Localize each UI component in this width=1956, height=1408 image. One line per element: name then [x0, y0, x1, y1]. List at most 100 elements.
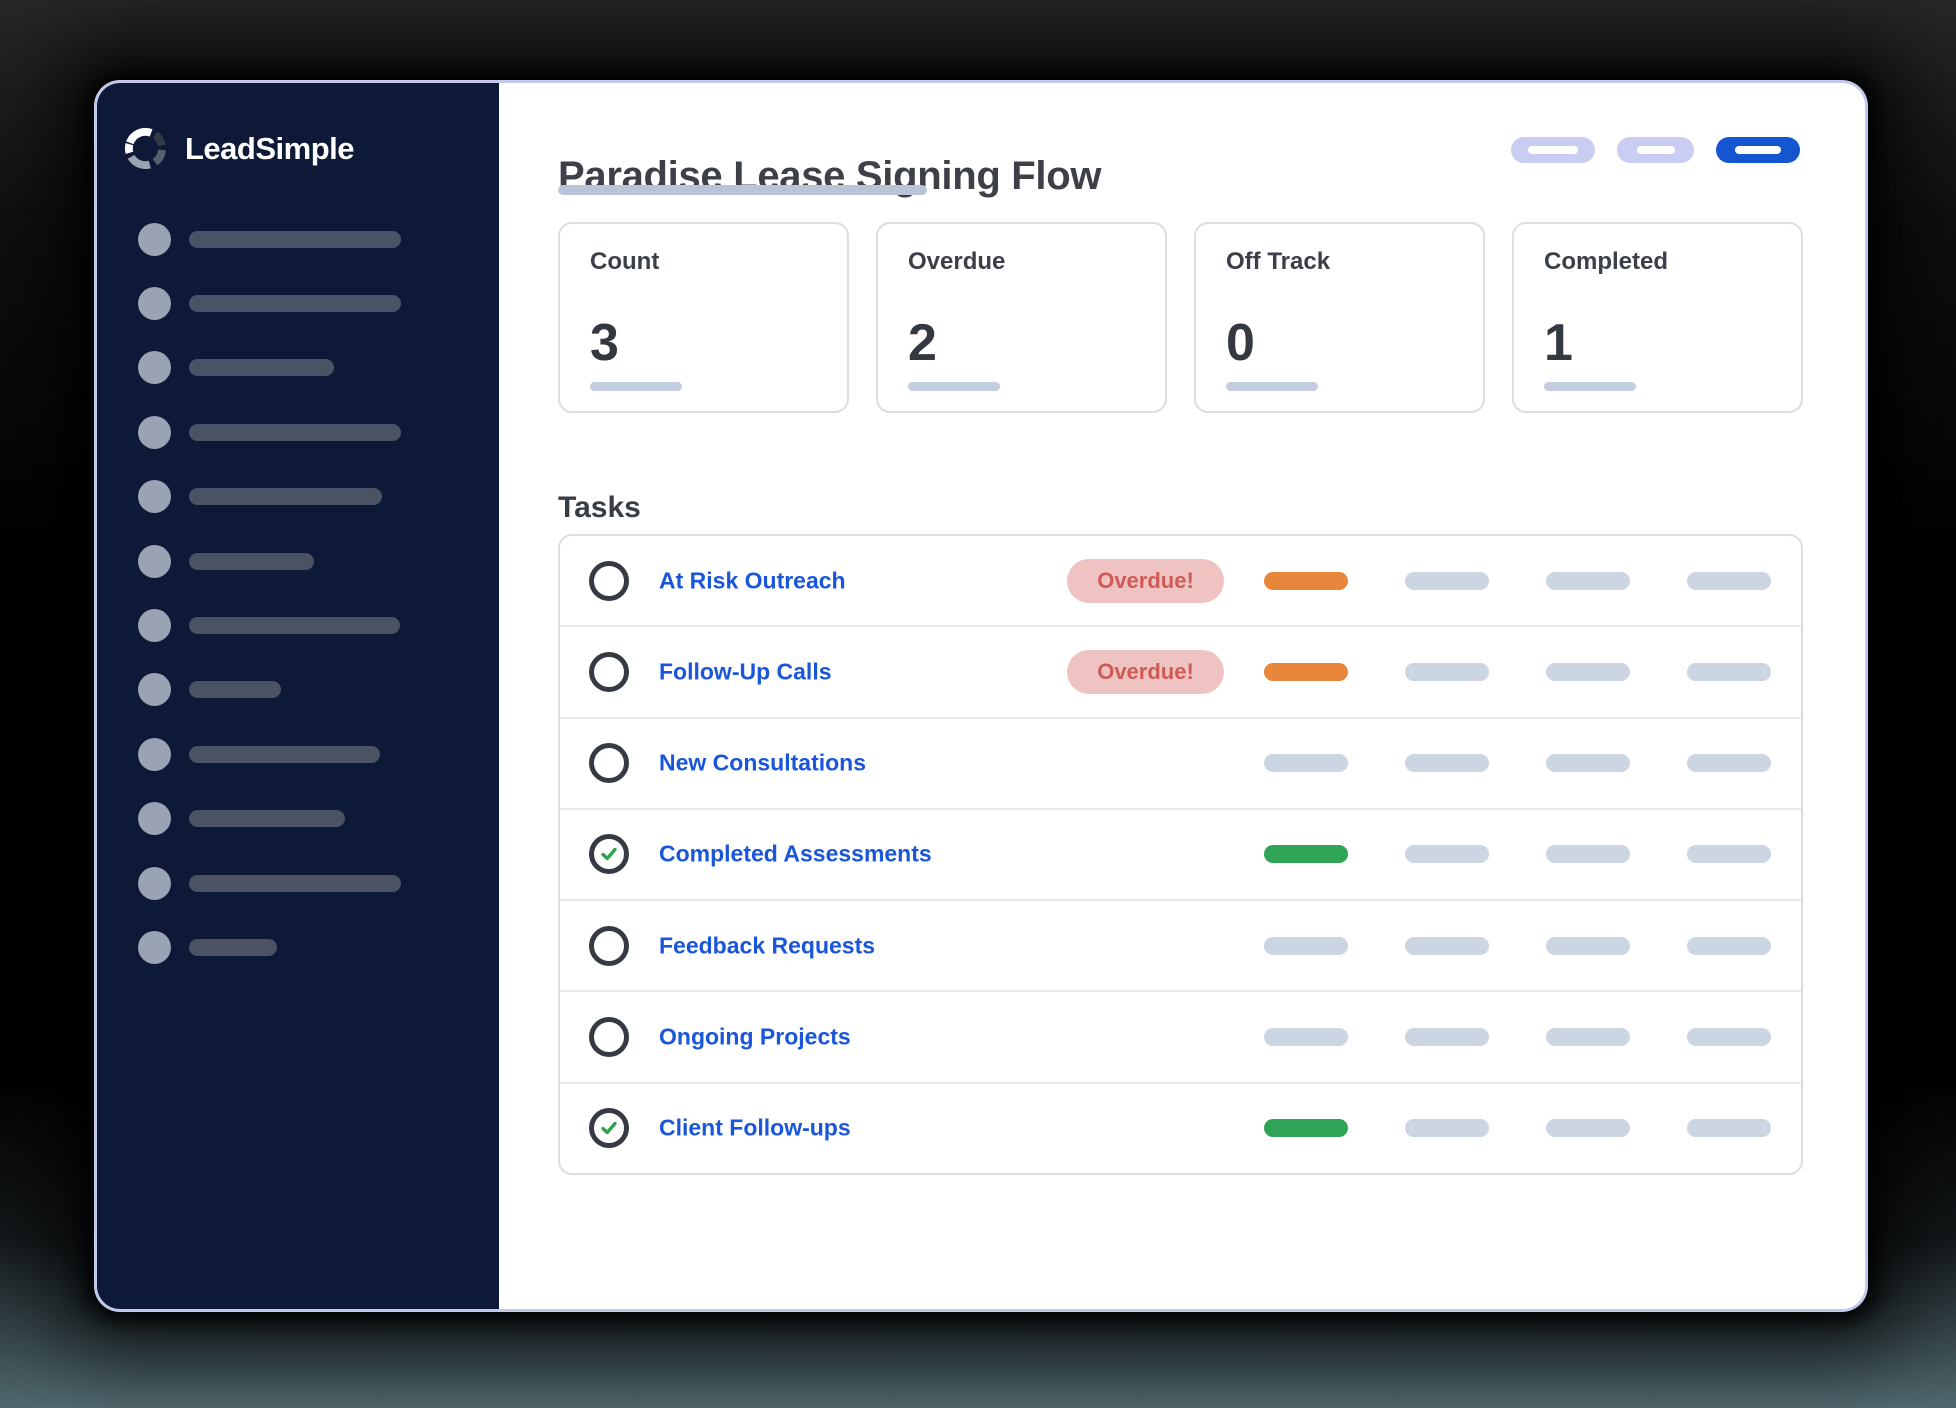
- sidebar-item[interactable]: [97, 207, 499, 271]
- stat-label: Count: [590, 248, 660, 275]
- stat-label: Overdue: [908, 248, 1006, 275]
- placeholder-bar: [1687, 754, 1771, 773]
- stat-placeholder-bar: [1544, 382, 1636, 391]
- sidebar-item[interactable]: [97, 593, 499, 657]
- sidebar-item-icon-placeholder: [138, 930, 171, 964]
- stat-value: 3: [590, 314, 619, 372]
- overdue-badge: Overdue!: [1067, 649, 1224, 694]
- button-label-placeholder: [1735, 146, 1781, 154]
- placeholder-bar: [1405, 1028, 1489, 1047]
- placeholder-bar: [1546, 662, 1630, 681]
- placeholder-bar: [1687, 1028, 1771, 1047]
- sidebar-item[interactable]: [97, 915, 499, 979]
- task-row: Completed Assessments: [560, 807, 1801, 899]
- sidebar-item[interactable]: [97, 465, 499, 529]
- sidebar-item-icon-placeholder: [138, 802, 171, 836]
- task-checkbox[interactable]: [589, 834, 629, 875]
- placeholder-bar: [1264, 754, 1348, 773]
- placeholder-bar: [1264, 571, 1348, 590]
- sidebar-item-icon-placeholder: [138, 351, 171, 385]
- sidebar-item[interactable]: [97, 658, 499, 722]
- placeholder-bar: [1264, 662, 1348, 681]
- stat-card-completed: Completed 1: [1512, 222, 1803, 413]
- sidebar-item-icon-placeholder: [138, 609, 171, 643]
- placeholder-bar: [1546, 571, 1630, 590]
- placeholder-bar: [1687, 936, 1771, 955]
- button-label-placeholder: [1528, 146, 1578, 154]
- task-checkbox[interactable]: [589, 560, 629, 601]
- task-row: Follow-Up Calls Overdue!: [560, 625, 1801, 716]
- brand-name: LeadSimple: [185, 130, 355, 166]
- placeholder-bar: [1687, 571, 1771, 590]
- sidebar-item-label-placeholder: [189, 359, 334, 377]
- sidebar-item[interactable]: [97, 787, 499, 851]
- sidebar-item-label-placeholder: [189, 745, 380, 763]
- task-link[interactable]: New Consultations: [659, 749, 867, 776]
- task-link[interactable]: Completed Assessments: [659, 840, 932, 867]
- stat-value: 0: [1226, 314, 1255, 372]
- stat-placeholder-bar: [1226, 382, 1318, 391]
- placeholder-bar: [1546, 1119, 1630, 1138]
- stat-card-count: Count 3: [558, 222, 849, 413]
- sidebar-item-label-placeholder: [189, 938, 277, 956]
- task-checkbox[interactable]: [589, 925, 629, 966]
- placeholder-bar: [1546, 754, 1630, 773]
- tasks-heading: Tasks: [558, 490, 641, 524]
- sidebar-item[interactable]: [97, 851, 499, 915]
- sidebar-item-label-placeholder: [189, 230, 401, 248]
- app-window: LeadSimple Paradise Lease Signing Flow C…: [94, 80, 1868, 1312]
- header-action-button-3[interactable]: [1716, 137, 1800, 163]
- header-action-button-2[interactable]: [1617, 137, 1694, 163]
- sidebar-item[interactable]: [97, 400, 499, 464]
- sidebar-item-label-placeholder: [189, 810, 345, 828]
- task-checkbox[interactable]: [589, 1017, 629, 1058]
- sidebar-item-icon-placeholder: [138, 480, 171, 514]
- placeholder-bar: [1405, 1119, 1489, 1138]
- task-link[interactable]: Ongoing Projects: [659, 1023, 851, 1050]
- check-icon: [601, 1122, 617, 1135]
- check-icon: [601, 848, 617, 861]
- sidebar-item[interactable]: [97, 336, 499, 400]
- sidebar-item-icon-placeholder: [138, 287, 171, 321]
- task-checkbox[interactable]: [589, 651, 629, 692]
- sidebar-item-label-placeholder: [189, 874, 401, 892]
- placeholder-bar: [1405, 845, 1489, 864]
- sidebar: LeadSimple: [97, 83, 499, 1309]
- stat-card-overdue: Overdue 2: [876, 222, 1167, 413]
- task-link[interactable]: Follow-Up Calls: [659, 658, 832, 685]
- task-row: New Consultations: [560, 716, 1801, 808]
- placeholder-bar: [1546, 845, 1630, 864]
- task-link[interactable]: At Risk Outreach: [659, 567, 846, 594]
- sidebar-item-icon-placeholder: [138, 866, 171, 900]
- stat-card-off-track: Off Track 0: [1194, 222, 1485, 413]
- brand-logo: LeadSimple: [122, 125, 355, 172]
- stat-label: Off Track: [1226, 248, 1331, 275]
- sidebar-item-label-placeholder: [189, 681, 281, 699]
- placeholder-bar: [1405, 936, 1489, 955]
- placeholder-bar: [1264, 1119, 1348, 1138]
- sidebar-item[interactable]: [97, 271, 499, 335]
- sidebar-item[interactable]: [97, 529, 499, 593]
- task-link[interactable]: Feedback Requests: [659, 932, 876, 959]
- header-actions: [1511, 137, 1800, 163]
- task-row: Ongoing Projects: [560, 990, 1801, 1081]
- task-checkbox[interactable]: [589, 743, 629, 784]
- sidebar-item-label-placeholder: [189, 552, 314, 570]
- stat-label: Completed: [1544, 248, 1669, 275]
- task-checkbox[interactable]: [589, 1108, 629, 1149]
- sidebar-item[interactable]: [97, 722, 499, 786]
- task-link[interactable]: Client Follow-ups: [659, 1114, 851, 1141]
- placeholder-bar: [1546, 1028, 1630, 1047]
- leadsimple-logo-icon: [124, 127, 166, 170]
- placeholder-bar: [1405, 571, 1489, 590]
- stats-row: Count 3 Overdue 2 Off Track 0 Completed 1: [558, 222, 1803, 413]
- sidebar-item-label-placeholder: [189, 488, 382, 506]
- sidebar-item-icon-placeholder: [138, 415, 171, 449]
- button-label-placeholder: [1636, 146, 1675, 154]
- sidebar-item-icon-placeholder: [138, 673, 171, 707]
- placeholder-bar: [1264, 936, 1348, 955]
- header-action-button-1[interactable]: [1511, 137, 1595, 163]
- placeholder-bar: [1687, 1119, 1771, 1138]
- title-underline: [558, 185, 927, 195]
